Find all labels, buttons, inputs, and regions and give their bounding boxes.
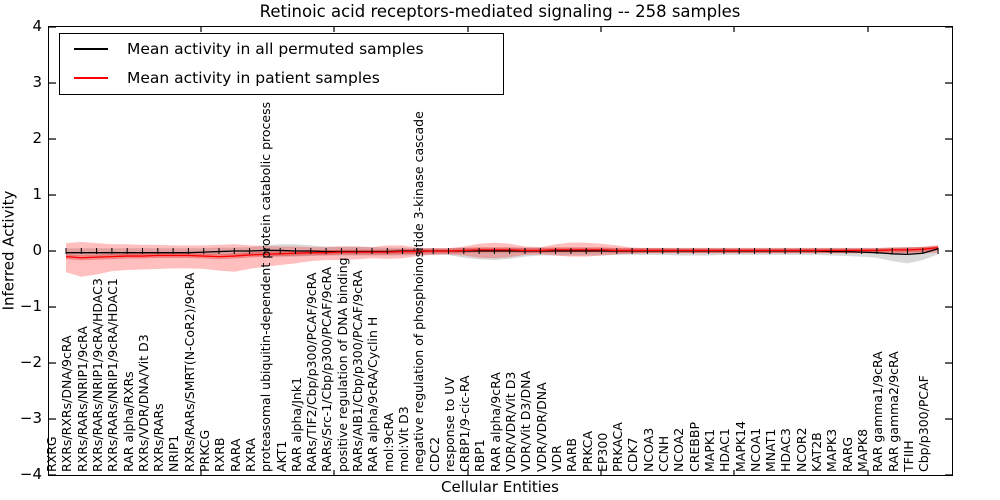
legend-label-patient: Mean activity in patient samples — [127, 68, 380, 87]
plot-svg — [49, 27, 952, 475]
axis-ticks — [49, 27, 952, 475]
legend-line-red-icon — [74, 76, 108, 79]
y-tick-label: 2 — [32, 129, 42, 147]
y-tick-label: 3 — [32, 73, 42, 91]
legend-line-black-icon — [74, 47, 108, 50]
zero-markers — [65, 248, 939, 254]
patient-mean-line — [65, 246, 939, 259]
chart-title: Retinoic acid receptors-mediated signali… — [259, 2, 741, 21]
legend-item-permuted: Mean activity in all permuted samples — [60, 34, 503, 63]
patient-band-core — [66, 245, 939, 261]
y-axis-label: Inferred Activity — [0, 190, 18, 311]
y-tick-label: −3 — [19, 409, 42, 427]
y-tick-label: −2 — [19, 353, 42, 371]
permuted-band — [66, 244, 939, 264]
legend: Mean activity in all permuted samples Me… — [59, 33, 504, 95]
legend-label-permuted: Mean activity in all permuted samples — [127, 39, 424, 58]
x-axis-label: Cellular Entities — [441, 478, 559, 496]
plot-area — [48, 26, 953, 476]
legend-item-patient: Mean activity in patient samples — [60, 63, 503, 92]
